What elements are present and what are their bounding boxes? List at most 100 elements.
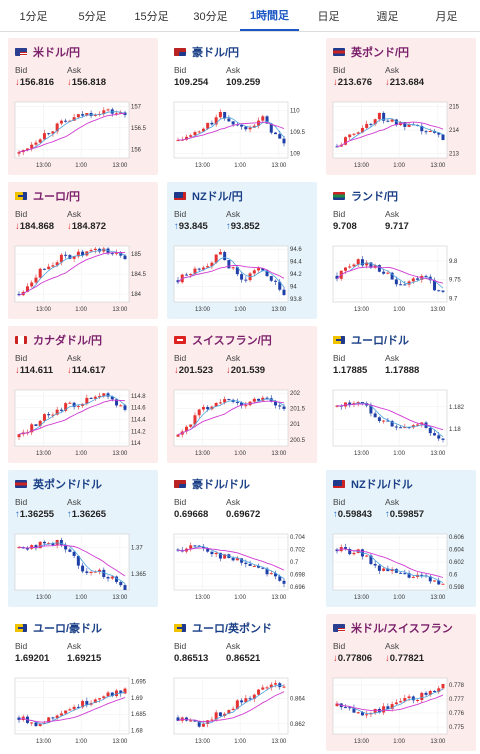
y-tick-label: 0.777 xyxy=(449,697,465,703)
candlestick-chart[interactable]: 0.864 0.862 13:00 1:00 13:00 xyxy=(173,676,310,746)
candle xyxy=(390,272,394,280)
rate-card[interactable]: 豪ドル/ドル Bid Ask 0.69668 0.69672 0.704 0.702 0.7 0… xyxy=(167,470,317,607)
candlestick-chart[interactable]: 1.695 1.69 1.685 1.68 13:00 1:00 13:00 xyxy=(14,676,151,746)
rate-card[interactable]: ユーロ/豪ドル Bid Ask 1.69201 1.69215 1.695 1.69 1.68… xyxy=(8,614,158,751)
currency-pair-link[interactable]: 米ドル/スイスフラン xyxy=(351,623,453,635)
currency-pair-link[interactable]: ランド/円 xyxy=(351,191,399,203)
currency-pair-link[interactable]: ユーロ/円 xyxy=(33,191,81,203)
currency-pair-link[interactable]: ユーロ/ドル xyxy=(351,335,410,347)
currency-pair-link[interactable]: 米ドル/円 xyxy=(33,47,81,59)
candle xyxy=(252,270,256,274)
rate-card[interactable]: ユーロ/円 Bid Ask ↓184.868 ↓184.872 185 184.5 184 13… xyxy=(8,182,158,319)
rate-card[interactable]: 米ドル/円 Bid Ask ↓156.816 ↓156.818 157 156.5 156 13… xyxy=(8,38,158,175)
x-tick-label: 1:00 xyxy=(234,451,246,457)
candle xyxy=(123,688,127,694)
candlestick-chart[interactable]: 215 214 213 13:00 1:00 13:00 xyxy=(332,100,469,170)
tab-timeframe[interactable]: 週足 xyxy=(376,10,399,23)
currency-pair-link[interactable]: 英ポンド/円 xyxy=(351,47,410,59)
candlestick-chart[interactable]: 114.8 114.6 114.4 114.2 114 13:00 1:00 13:00 xyxy=(14,388,151,458)
tab-timeframe[interactable]: 日足 xyxy=(317,10,340,23)
candle xyxy=(403,284,407,286)
rate-card[interactable]: ユーロ/英ポンド Bid Ask 0.86513 0.86521 0.864 0.862 13… xyxy=(167,614,317,751)
tab-timeframe[interactable]: 15分足 xyxy=(134,10,169,23)
currency-pair-link[interactable]: スイスフラン/円 xyxy=(192,335,272,347)
candlestick-chart[interactable]: 157 156.5 156 13:00 1:00 13:00 xyxy=(14,100,151,170)
rate-card[interactable]: スイスフラン/円 Bid Ask ↓201.523 ↓201.539 202 201.5 20… xyxy=(167,326,317,463)
currency-pair-link[interactable]: カナダドル/円 xyxy=(33,335,103,347)
candle xyxy=(38,268,42,278)
candle xyxy=(248,127,252,130)
tab-timeframe[interactable]: 1分足 xyxy=(19,10,48,23)
rate-card[interactable]: 米ドル/スイスフラン Bid Ask ↓0.77806 ↓0.77821 0.778 0.7… xyxy=(326,614,476,751)
plot-area xyxy=(14,533,130,591)
currency-pair-link[interactable]: NZドル/円 xyxy=(192,191,243,203)
rate-card[interactable]: 英ポンド/円 Bid Ask ↓213.676 ↓213.684 215 214 213 13:… xyxy=(326,38,476,175)
candlestick-chart[interactable]: 9.8 9.75 9.7 13:00 1:00 13:00 xyxy=(332,244,469,314)
candle xyxy=(235,267,239,275)
x-tick-label: 13:00 xyxy=(271,595,287,601)
candlestick-chart[interactable]: 94.6 94.4 94.2 94 93.8 13:00 1:00 13:00 xyxy=(173,244,310,314)
candlestick-chart[interactable]: 0.704 0.702 0.7 0.698 0.696 13:00 1:00 13:00 xyxy=(173,532,310,602)
candle xyxy=(30,424,34,433)
rate-card[interactable]: 豪ドル/円 Bid Ask 109.254 109.259 110 109.5 109 13:0… xyxy=(167,38,317,175)
tab-timeframe[interactable]: 1時間足 xyxy=(240,0,299,31)
currency-pair-link[interactable]: NZドル/ドル xyxy=(351,479,413,491)
ask-value: 0.86521 xyxy=(226,653,278,664)
candle xyxy=(119,405,123,407)
currency-pair-link[interactable]: ユーロ/英ポンド xyxy=(192,623,273,635)
candle xyxy=(420,125,424,132)
x-tick-label: 13:00 xyxy=(430,163,446,169)
candlestick-chart[interactable]: 185 184.5 184 13:00 1:00 13:00 xyxy=(14,244,151,314)
y-tick-label: 0.598 xyxy=(449,585,465,591)
x-tick-label: 1:00 xyxy=(75,739,87,745)
candlestick-chart[interactable]: 202 201.5 201 200.5 13:00 1:00 13:00 xyxy=(173,388,310,458)
candle xyxy=(235,124,239,126)
y-tick-label: 0.778 xyxy=(449,683,465,689)
rate-card[interactable]: 英ポンド/ドル Bid Ask ↑1.36255 ↑1.36265 1.37 1.365 13… xyxy=(8,470,158,607)
bid-label: Bid xyxy=(333,497,346,507)
candlestick-chart[interactable]: 110 109.5 109 13:00 1:00 13:00 xyxy=(173,100,310,170)
quote-labels: Bid Ask xyxy=(174,641,310,651)
candle xyxy=(81,565,85,572)
tab-timeframe[interactable]: 5分足 xyxy=(78,10,107,23)
rate-card[interactable]: カナダドル/円 Bid Ask ↓114.611 ↓114.617 114.8 114.6 1… xyxy=(8,326,158,463)
arrow-down-icon: ↓ xyxy=(67,77,72,88)
rate-card[interactable]: NZドル/ドル Bid Ask ↑0.59843 ↑0.59857 0.606 0.604 0… xyxy=(326,470,476,607)
candle xyxy=(85,397,89,404)
ma-long-line xyxy=(177,691,285,723)
rate-card-grid: 米ドル/円 Bid Ask ↓156.816 ↓156.818 157 156.5 156 13… xyxy=(8,38,476,751)
tab-timeframe[interactable]: 月足 xyxy=(435,10,458,23)
candlestick-chart[interactable]: 0.778 0.777 0.776 0.775 13:00 1:00 13:00 xyxy=(332,676,469,746)
rate-card[interactable]: NZドル/円 Bid Ask ↑93.845 ↑93.852 94.6 94.4 94.2 94… xyxy=(167,182,317,319)
rate-card[interactable]: ユーロ/ドル Bid Ask 1.17885 1.17888 1.182 1.18 13:00… xyxy=(326,326,476,463)
rate-card[interactable]: ランド/円 Bid Ask 9.708 9.717 9.8 9.75 9.7 13:00 1:00… xyxy=(326,182,476,319)
candle xyxy=(261,567,265,569)
currency-pair-link[interactable]: ユーロ/豪ドル xyxy=(33,623,103,635)
currency-pair-link[interactable]: 英ポンド/ドル xyxy=(33,479,103,491)
candle xyxy=(231,121,235,125)
candle xyxy=(403,698,407,702)
ask-value: ↓114.617 xyxy=(67,365,119,376)
currency-pair-link[interactable]: 豪ドル/ドル xyxy=(192,479,251,491)
za-flag-icon xyxy=(333,192,345,200)
candle xyxy=(223,399,227,403)
candle xyxy=(411,278,415,282)
candle xyxy=(424,275,428,277)
tab-timeframe[interactable]: 30分足 xyxy=(193,10,228,23)
arrow-down-icon: ↓ xyxy=(15,221,20,232)
candle xyxy=(17,152,21,154)
x-tick-label: 13:00 xyxy=(271,739,287,745)
candle xyxy=(428,690,432,695)
candle xyxy=(441,290,445,292)
currency-pair-link[interactable]: 豪ドル/円 xyxy=(192,47,240,59)
candlestick-chart[interactable]: 1.37 1.365 13:00 1:00 13:00 xyxy=(14,532,151,602)
candle xyxy=(352,264,356,267)
candle xyxy=(115,113,119,115)
candle xyxy=(394,702,398,705)
x-tick-label: 1:00 xyxy=(75,451,87,457)
x-tick-label: 13:00 xyxy=(195,307,211,313)
candlestick-chart[interactable]: 1.182 1.18 13:00 1:00 13:00 xyxy=(332,388,469,458)
candlestick-chart[interactable]: 0.606 0.604 0.602 0.6 0.598 13:00 1:00 13:00 xyxy=(332,532,469,602)
x-tick-label: 13:00 xyxy=(36,451,52,457)
